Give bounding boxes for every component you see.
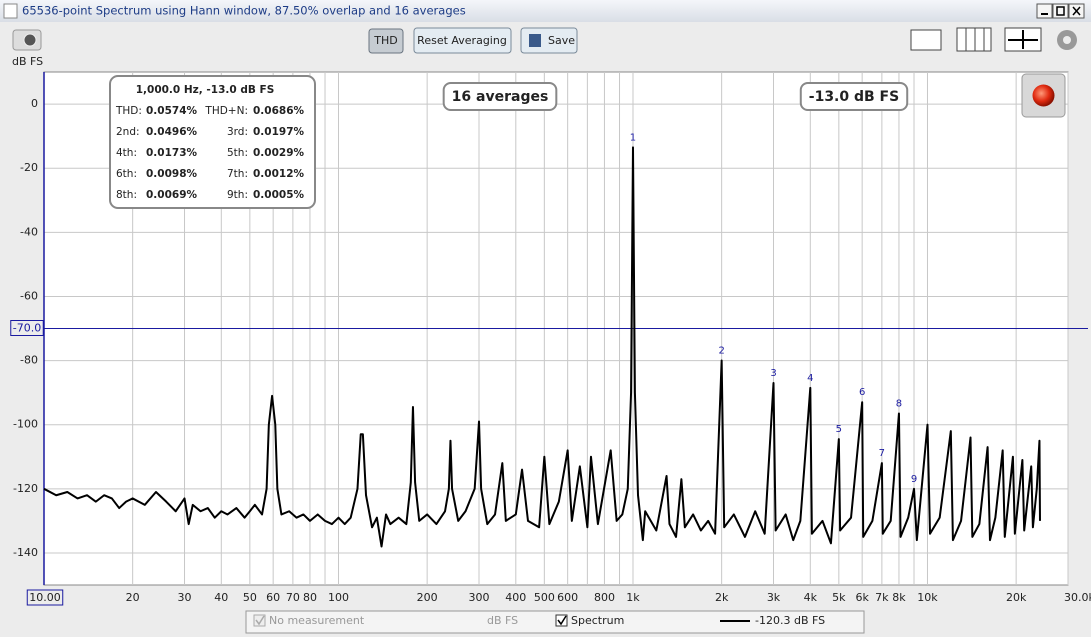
window-controls[interactable]: [1036, 3, 1085, 19]
harmonic-label: 8: [896, 398, 902, 409]
harmonic-label: 3: [770, 368, 776, 379]
x-tick-label: 1k: [626, 591, 640, 604]
x-tick-label: 200: [417, 591, 438, 604]
x-tick-label: 400: [505, 591, 526, 604]
badge-text: 16 averages: [452, 89, 549, 105]
legend-bar: No measurement dB FS Spectrum -120.3 dB …: [245, 610, 865, 634]
x-tick-label: 6k: [855, 591, 869, 604]
info-label: 9th:: [227, 189, 248, 201]
badge-frame: [799, 82, 909, 111]
x-tick-label: 20k: [1006, 591, 1027, 604]
app-icon: [3, 3, 18, 19]
x-tick-label: 40: [214, 591, 228, 604]
harmonic-label: 6: [859, 387, 865, 398]
x-tick-label: 80: [303, 591, 317, 604]
y-axis-label: dB FS: [12, 55, 43, 68]
info-label: 4th:: [116, 147, 137, 159]
x-tick-label: 20: [126, 591, 140, 604]
cursor-label: -70.0: [13, 322, 41, 335]
spectrum-line: [43, 146, 1041, 548]
info-value: 0.0012%: [253, 168, 305, 180]
thd-label: THD: [373, 34, 397, 47]
info-value: 0.0098%: [146, 168, 198, 180]
harmonic-label: 5: [836, 424, 842, 435]
reset-averaging-button[interactable]: Reset Averaging: [413, 27, 512, 54]
legend-no-measurement: No measurement: [269, 614, 365, 627]
info-label: 3rd:: [227, 126, 248, 138]
x-tick-label: 800: [594, 591, 615, 604]
x-tick-label: 7k: [875, 591, 889, 604]
info-value: 0.0173%: [146, 147, 198, 159]
harmonic-label: 9: [911, 474, 917, 485]
info-label: 7th:: [227, 168, 248, 180]
info-value: 0.0496%: [146, 126, 198, 138]
x-tick-label: 30.0k Hz: [1064, 591, 1091, 604]
y-tick-label: -120: [13, 482, 38, 495]
y-tick-label: -60: [20, 289, 38, 302]
info-label: 8th:: [116, 189, 137, 201]
reset-label: Reset Averaging: [417, 34, 507, 47]
harmonic-label: 1: [630, 132, 636, 143]
info-box: [109, 75, 316, 209]
x-tick-label: 600: [557, 591, 578, 604]
info-value: 0.0069%: [146, 189, 198, 201]
y-tick-label: -20: [20, 161, 38, 174]
view-icons[interactable]: [910, 27, 1077, 52]
x-tick-label: 2k: [715, 591, 729, 604]
y-tick-label: 0: [31, 97, 38, 110]
info-value: 0.0029%: [253, 147, 305, 159]
info-label: 2nd:: [116, 126, 140, 138]
maximize[interactable]: [1052, 3, 1069, 19]
harmonic-label: 2: [718, 346, 724, 357]
harmonic-label: 4: [807, 373, 813, 384]
info-label: THD:: [115, 105, 142, 117]
camera-button[interactable]: [12, 29, 42, 51]
legend-series: Spectrum: [571, 614, 624, 627]
info-label: THD+N:: [204, 105, 248, 117]
y-tick-label: -80: [20, 354, 38, 367]
title-bar: [0, 0, 1091, 22]
record-light: [1032, 84, 1055, 107]
x-tick-label: 30: [178, 591, 192, 604]
minimize[interactable]: [1036, 3, 1053, 19]
info-label: 6th:: [116, 168, 137, 180]
x-start-box: [26, 589, 64, 606]
x-tick-label: 10.00: [29, 591, 61, 604]
spectrum-checkbox[interactable]: [555, 614, 568, 627]
info-label: 5th:: [227, 147, 248, 159]
y-tick-label: -40: [20, 225, 38, 238]
x-tick-label: 500: [534, 591, 555, 604]
cursor-label-box: [10, 320, 44, 336]
info-title: 1,000.0 Hz, -13.0 dB FS: [136, 84, 275, 96]
thd-button[interactable]: THD: [368, 28, 404, 54]
x-tick-label: 70: [286, 591, 300, 604]
info-value: 0.0197%: [253, 126, 305, 138]
y-tick-label: -100: [13, 418, 38, 431]
info-value: 0.0686%: [253, 105, 305, 117]
x-tick-label: 8k: [892, 591, 906, 604]
x-tick-label: 3k: [767, 591, 781, 604]
save-label: Save: [548, 34, 575, 47]
x-tick-label: 10k: [917, 591, 938, 604]
legend-reading: -120.3 dB FS: [755, 614, 825, 627]
harmonic-label: 7: [879, 448, 885, 459]
info-value: 0.0574%: [146, 105, 198, 117]
x-tick-label: 4k: [804, 591, 818, 604]
x-tick-label: 300: [469, 591, 490, 604]
badge-frame: [442, 82, 558, 111]
x-tick-label: 100: [328, 591, 349, 604]
legend-unit: dB FS: [487, 614, 518, 627]
save-button[interactable]: Save: [520, 27, 578, 54]
x-tick-label: 5k: [832, 591, 846, 604]
badge-text: -13.0 dB FS: [809, 89, 899, 105]
x-tick-label: 60: [266, 591, 280, 604]
info-value: 0.0005%: [253, 189, 305, 201]
y-tick-label: -140: [13, 546, 38, 559]
window-title: 65536-point Spectrum using Hann window, …: [22, 4, 466, 18]
x-tick-label: 50: [243, 591, 257, 604]
